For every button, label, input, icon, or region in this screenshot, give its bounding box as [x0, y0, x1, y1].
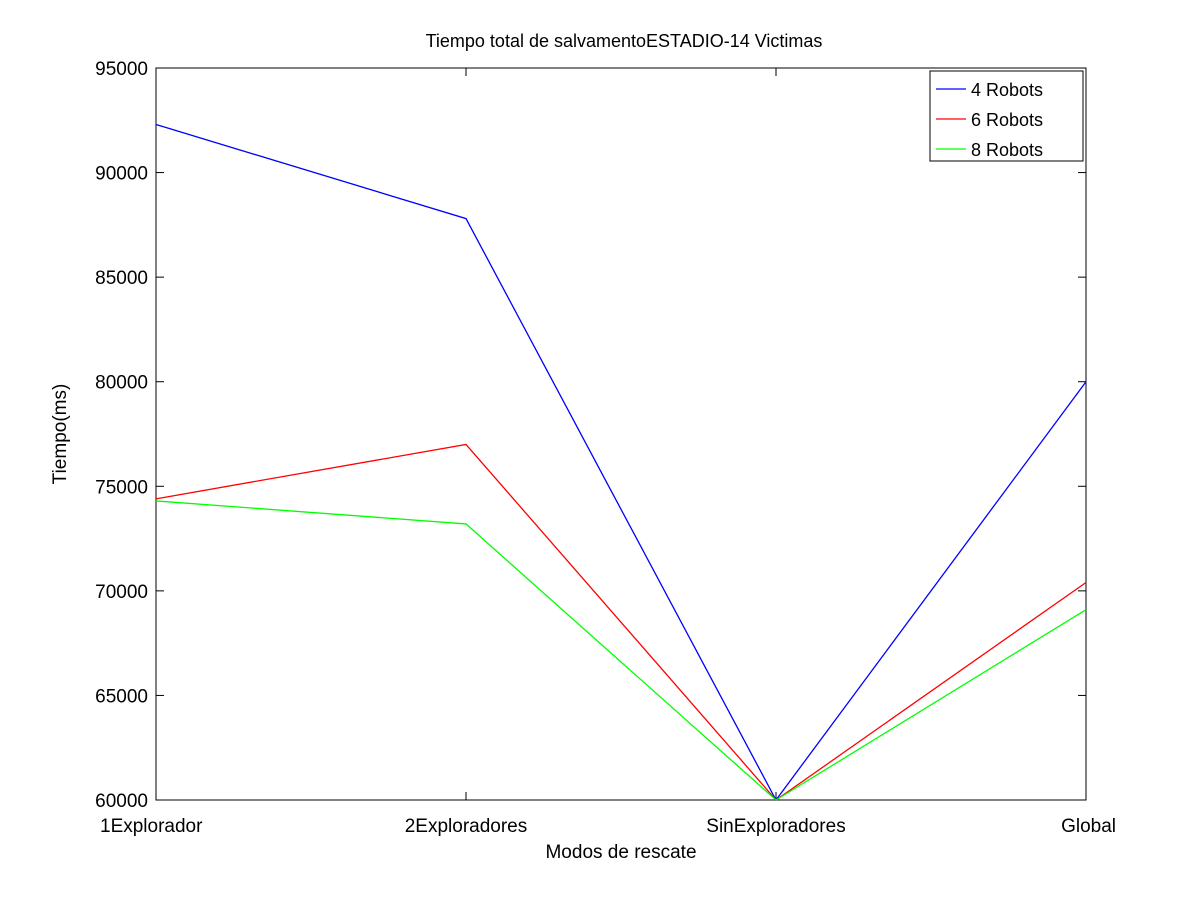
- legend-box: [929, 70, 1084, 162]
- y-tick-label: 95000: [95, 59, 148, 80]
- legend-label: 4 Robots: [971, 80, 1043, 100]
- y-tick-label: 70000: [95, 582, 148, 603]
- y-tick-label: 80000: [95, 373, 148, 394]
- y-tick-label: 85000: [95, 268, 148, 289]
- x-axis-label: Modos de rescate: [545, 842, 696, 863]
- y-tick-label: 75000: [95, 477, 148, 498]
- series-line-6-robots: [155, 443, 1087, 801]
- x-tick-label: 2Exploradores: [405, 816, 528, 837]
- x-tick-label: SinExploradores: [706, 816, 845, 837]
- y-tick-label: 65000: [95, 686, 148, 707]
- plot-area: [155, 67, 1087, 801]
- legend-label: 8 Robots: [971, 140, 1043, 160]
- x-tick-label: 1Explorador: [100, 816, 203, 837]
- x-axis: 1Explorador 2Exploradores SinExploradores G…: [100, 68, 1116, 837]
- series-lines: [155, 123, 1087, 802]
- y-tick-label: 60000: [95, 791, 148, 812]
- chart-title: Tiempo total de salvamentoESTADIO-14 Vic…: [426, 31, 823, 51]
- x-tick-label: Global: [1061, 816, 1116, 837]
- legend-label: 6 Robots: [971, 110, 1043, 130]
- series-line-8-robots: [155, 500, 1087, 801]
- y-tick-label: 90000: [95, 164, 148, 185]
- series-line-4-robots: [155, 123, 1087, 802]
- y-axis: 60000 65000 70000 75000 80000 85000 90000 95000: [95, 59, 1086, 812]
- y-axis-label: Tiempo(ms): [50, 384, 71, 485]
- legend: 4 Robots 6 Robots 8 Robots: [929, 70, 1084, 162]
